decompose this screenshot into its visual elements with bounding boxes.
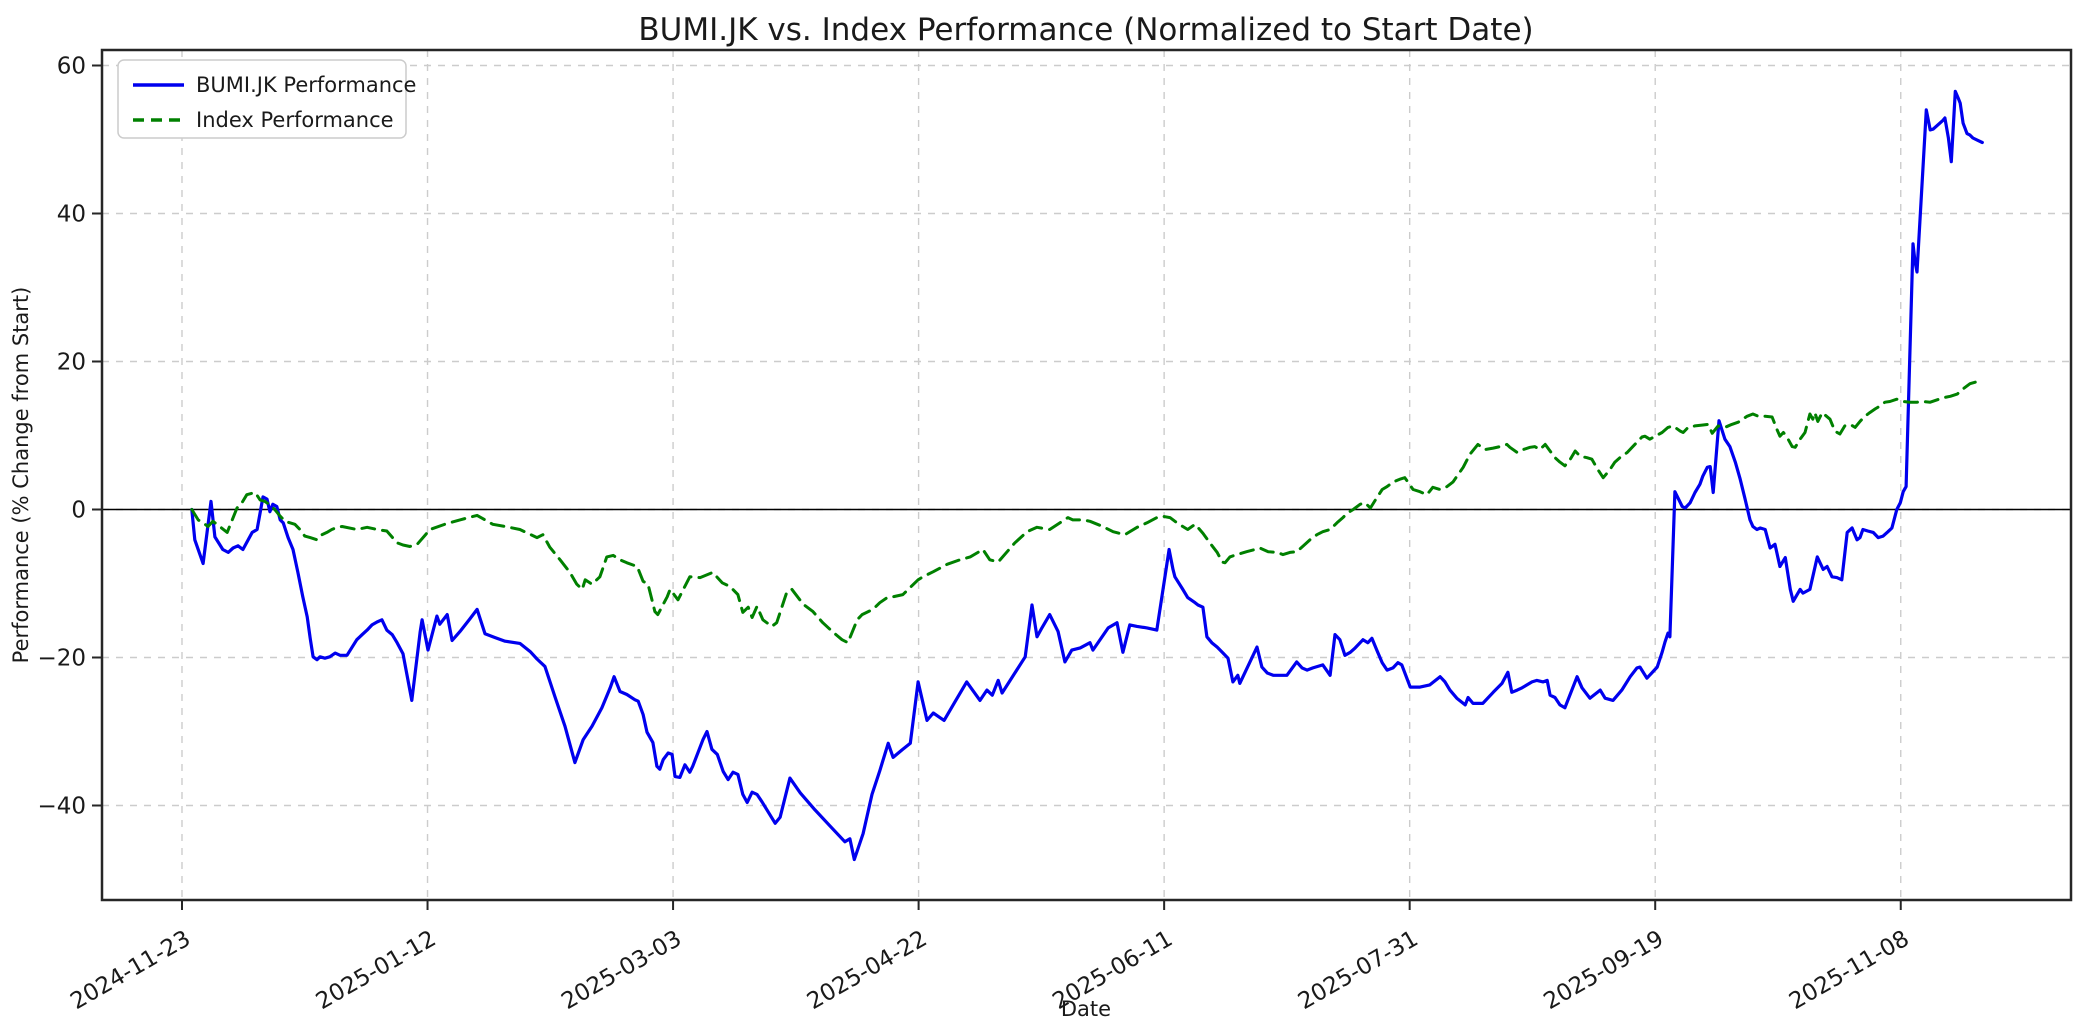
- y-tick-label: 0: [71, 498, 86, 524]
- y-tick-label: −20: [37, 646, 86, 672]
- legend: BUMI.JK Performance Index Performance: [117, 59, 416, 139]
- series-line-index: [190, 379, 1982, 645]
- axis-layer: 60 40 20 0 −20 −40 2024-11-23 2025-01-12 2025-03…: [37, 54, 1913, 1016]
- series-layer: [190, 89, 1984, 862]
- legend-label-bumi: BUMI.JK Performance: [196, 73, 416, 97]
- x-tick-label: 2024-11-23: [66, 926, 195, 1015]
- y-tick-label: 60: [57, 54, 86, 80]
- y-axis-label: Performance (% Change from Start): [9, 287, 33, 664]
- y-tick-label: 20: [57, 350, 86, 376]
- legend-label-index: Index Performance: [196, 108, 394, 132]
- x-axis-label: Date: [1061, 997, 1111, 1021]
- x-tick-label: 2025-11-08: [1785, 926, 1914, 1015]
- legend-box: [117, 59, 407, 139]
- x-tick-label: 2025-03-03: [557, 926, 686, 1015]
- chart-title: BUMI.JK vs. Index Performance (Normalize…: [638, 12, 1533, 48]
- plot-border: [100, 48, 2073, 902]
- x-tick-label: 2025-04-22: [803, 926, 932, 1015]
- y-tick-label: 40: [57, 202, 86, 228]
- x-tick-label: 2025-07-31: [1294, 926, 1423, 1015]
- series-line-bumi: [190, 89, 1984, 862]
- grid-layer: [102, 50, 2071, 900]
- x-tick-label: 2025-09-19: [1539, 926, 1668, 1015]
- y-tick-label: −40: [37, 794, 86, 820]
- x-tick-label: 2025-01-12: [312, 926, 441, 1015]
